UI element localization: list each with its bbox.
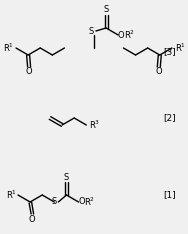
Text: O: O	[78, 197, 85, 206]
Text: O: O	[155, 67, 162, 77]
Text: R$^1$: R$^1$	[6, 189, 17, 201]
Text: R$^2$: R$^2$	[124, 29, 135, 41]
Text: R$^2$: R$^2$	[84, 196, 95, 208]
Text: O: O	[118, 30, 124, 40]
Text: R$^1$: R$^1$	[175, 42, 186, 54]
Text: O: O	[26, 67, 32, 77]
Text: S: S	[88, 26, 94, 36]
Text: R$^1$: R$^1$	[4, 42, 14, 54]
Text: S: S	[64, 172, 69, 182]
Text: [2]: [2]	[164, 113, 176, 123]
Text: S: S	[103, 6, 109, 15]
Text: [3]: [3]	[164, 48, 176, 56]
Text: S: S	[52, 197, 57, 206]
Text: O: O	[29, 215, 35, 223]
Text: [1]: [1]	[164, 190, 176, 200]
Text: R$^3$: R$^3$	[89, 119, 100, 131]
